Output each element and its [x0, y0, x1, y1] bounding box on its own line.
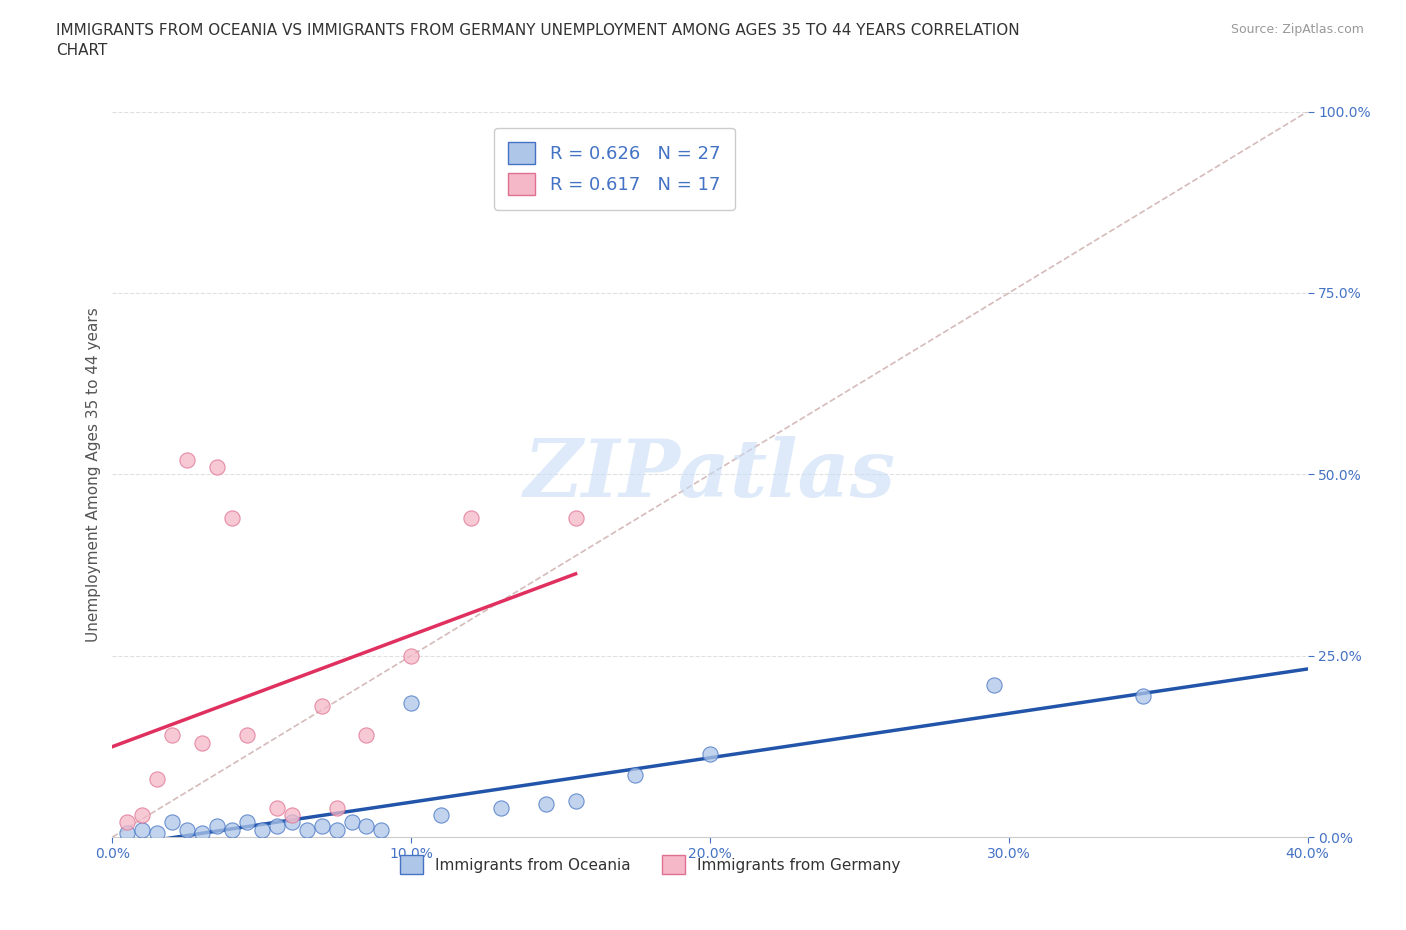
- Point: [221, 822, 243, 837]
- Point: [117, 815, 139, 830]
- Point: [236, 815, 259, 830]
- Text: Source: ZipAtlas.com: Source: ZipAtlas.com: [1230, 23, 1364, 36]
- Point: [131, 808, 153, 823]
- Point: [311, 818, 333, 833]
- Point: [205, 459, 228, 474]
- Point: [146, 772, 169, 787]
- Point: [266, 801, 288, 816]
- Point: [311, 699, 333, 714]
- Point: [205, 818, 228, 833]
- Point: [356, 728, 378, 743]
- Point: [191, 826, 214, 841]
- Point: [983, 677, 1005, 692]
- Point: [1132, 688, 1154, 703]
- Point: [564, 793, 586, 808]
- Point: [460, 511, 482, 525]
- Point: [131, 822, 153, 837]
- Point: [162, 815, 183, 830]
- Point: [534, 797, 557, 812]
- Point: [401, 648, 423, 663]
- Point: [281, 815, 304, 830]
- Point: [564, 511, 586, 525]
- Point: [250, 822, 273, 837]
- Legend: Immigrants from Oceania, Immigrants from Germany: Immigrants from Oceania, Immigrants from…: [394, 849, 907, 880]
- Text: IMMIGRANTS FROM OCEANIA VS IMMIGRANTS FROM GERMANY UNEMPLOYMENT AMONG AGES 35 TO: IMMIGRANTS FROM OCEANIA VS IMMIGRANTS FR…: [56, 23, 1019, 58]
- Text: ZIPatlas: ZIPatlas: [524, 435, 896, 513]
- Point: [221, 511, 243, 525]
- Y-axis label: Unemployment Among Ages 35 to 44 years: Unemployment Among Ages 35 to 44 years: [86, 307, 101, 642]
- Point: [176, 822, 198, 837]
- Point: [356, 818, 378, 833]
- Point: [325, 801, 347, 816]
- Point: [295, 822, 318, 837]
- Point: [146, 826, 169, 841]
- Point: [117, 826, 139, 841]
- Point: [340, 815, 363, 830]
- Point: [699, 746, 721, 761]
- Point: [236, 728, 259, 743]
- Point: [176, 452, 198, 467]
- Point: [266, 818, 288, 833]
- Point: [430, 808, 453, 823]
- Point: [191, 736, 214, 751]
- Point: [281, 808, 304, 823]
- Point: [489, 801, 512, 816]
- Point: [624, 768, 647, 783]
- Point: [370, 822, 392, 837]
- Point: [325, 822, 347, 837]
- Point: [162, 728, 183, 743]
- Point: [401, 696, 423, 711]
